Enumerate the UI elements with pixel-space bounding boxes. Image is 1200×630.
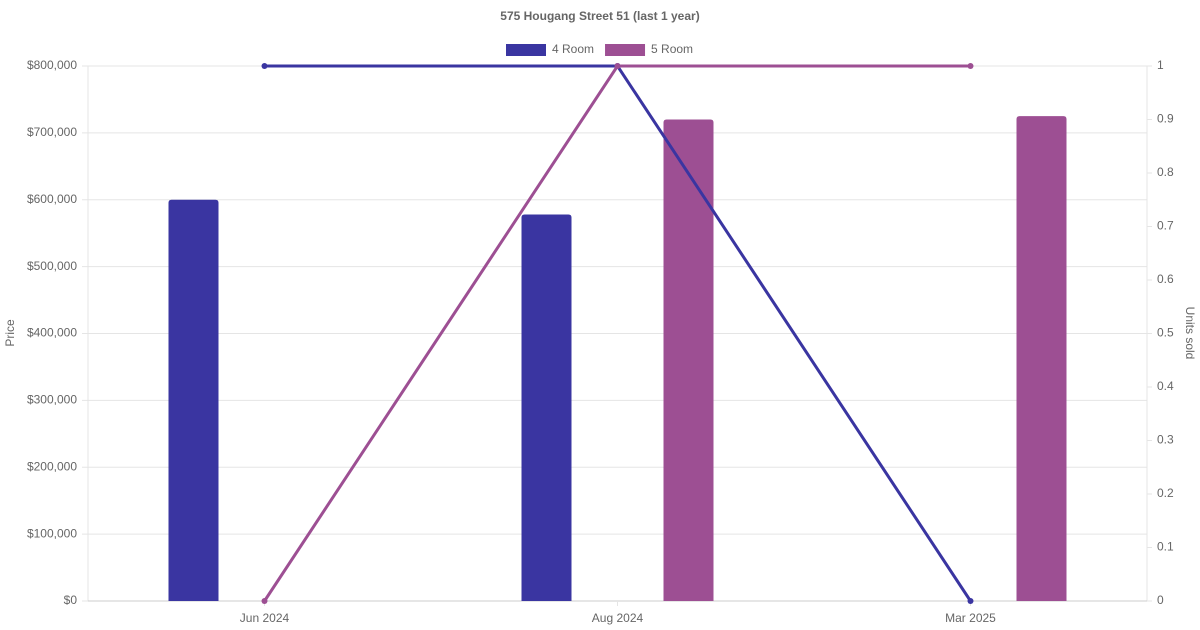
y2-tick-label: 0.1 xyxy=(1157,540,1174,554)
y2-tick-label: 0.8 xyxy=(1157,165,1174,179)
bar xyxy=(168,199,219,601)
y-tick-label: $400,000 xyxy=(27,326,77,340)
y2-tick-label: 0 xyxy=(1157,593,1164,607)
y-axis-title: Price xyxy=(3,319,17,347)
y-tick-label: $600,000 xyxy=(27,192,77,206)
line-point xyxy=(261,63,268,69)
y2-axis-title: Units sold xyxy=(1183,307,1197,360)
line-point xyxy=(614,63,621,69)
y2-tick-label: 0.6 xyxy=(1157,272,1174,286)
y2-tick-label: 0.4 xyxy=(1157,379,1174,393)
y-tick-label: $200,000 xyxy=(27,459,77,473)
y-tick-label: $800,000 xyxy=(27,58,77,72)
bar xyxy=(521,214,572,601)
bar xyxy=(1016,116,1067,601)
y2-tick-label: 0.3 xyxy=(1157,433,1174,447)
x-tick-label: Mar 2025 xyxy=(945,611,996,625)
chart-title: 575 Hougang Street 51 (last 1 year) xyxy=(500,9,699,23)
y-tick-label: $0 xyxy=(64,593,78,607)
y-tick-label: $100,000 xyxy=(27,526,77,540)
legend-swatch xyxy=(506,44,546,56)
y2-tick-label: 0.7 xyxy=(1157,219,1174,233)
x-tick-label: Aug 2024 xyxy=(592,611,644,625)
legend-swatch xyxy=(605,44,646,56)
line-point xyxy=(261,598,268,604)
y2-tick-label: 0.9 xyxy=(1157,112,1174,126)
y-tick-label: $700,000 xyxy=(27,125,77,139)
y2-tick-label: 0.5 xyxy=(1157,326,1174,340)
x-tick-label: Jun 2024 xyxy=(240,611,290,625)
y-tick-label: $500,000 xyxy=(27,259,77,273)
line-point xyxy=(967,63,974,69)
y2-tick-label: 1 xyxy=(1157,58,1164,72)
line-point xyxy=(967,598,974,604)
y-tick-label: $300,000 xyxy=(27,393,77,407)
bar xyxy=(663,119,714,601)
legend-label: 4 Room xyxy=(552,42,594,56)
y2-tick-label: 0.2 xyxy=(1157,486,1174,500)
legend-label: 5 Room xyxy=(651,42,693,56)
